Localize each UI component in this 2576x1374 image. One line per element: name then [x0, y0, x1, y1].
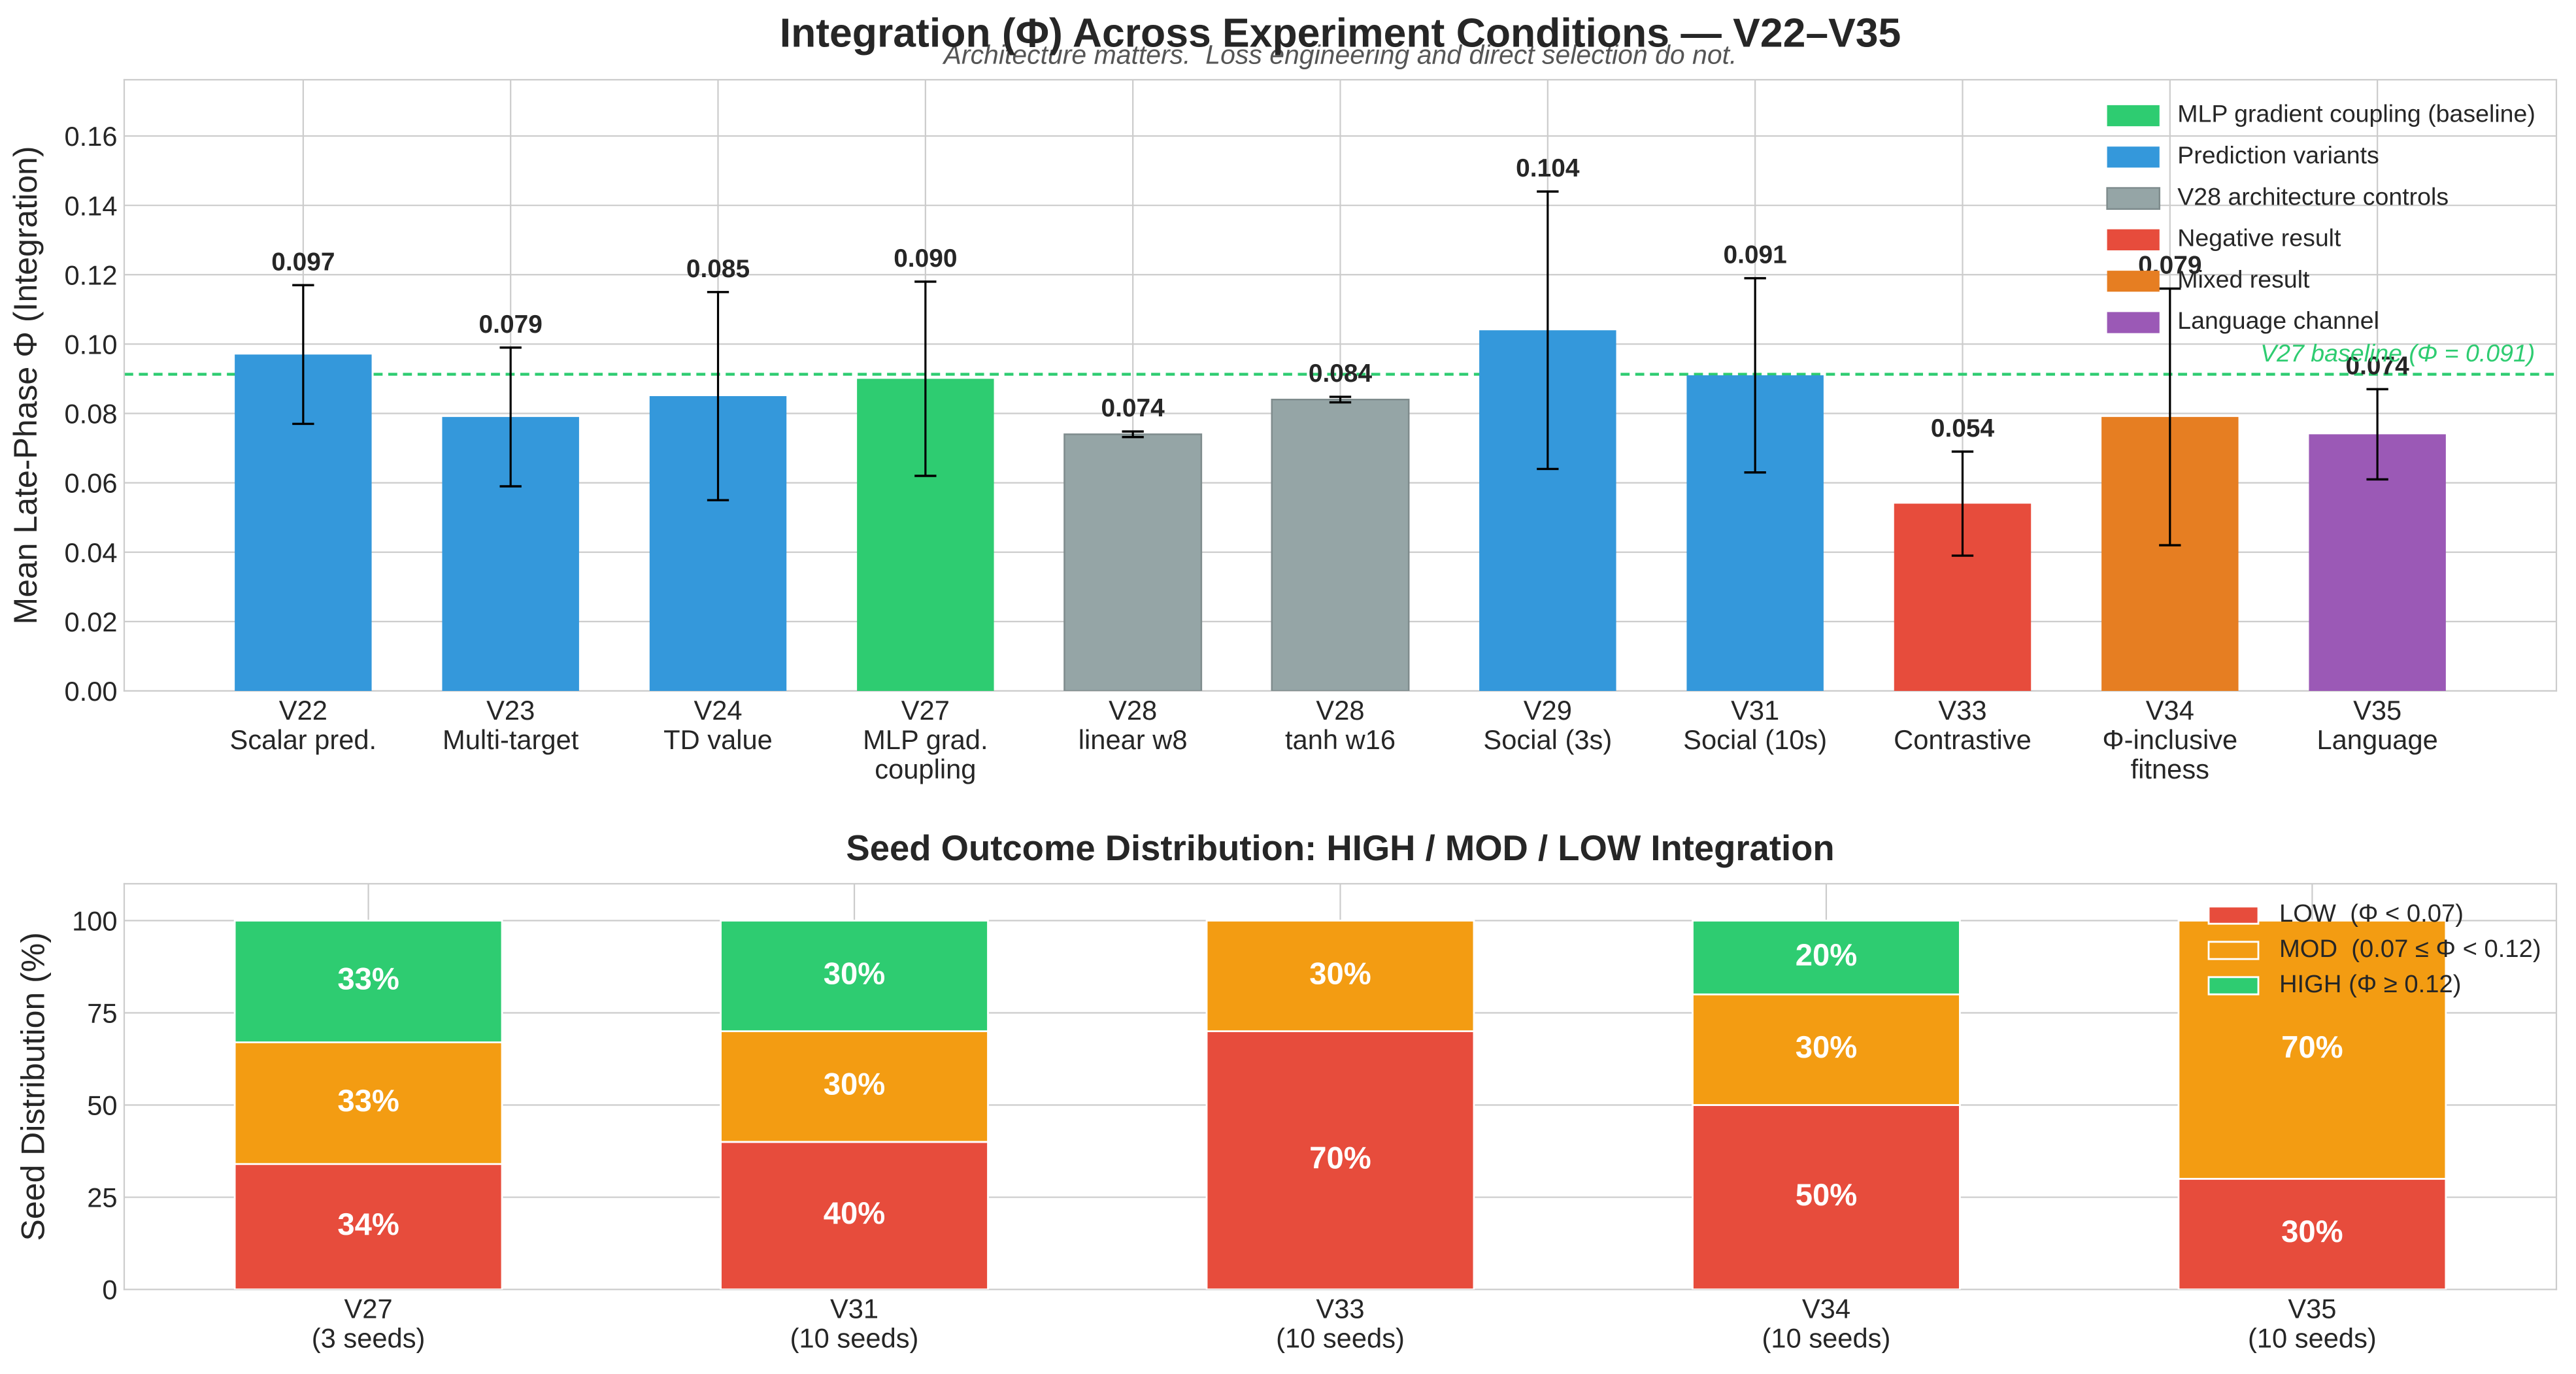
svg-text:Prediction variants: Prediction variants [2177, 141, 2379, 169]
svg-text:V28: V28 [1316, 695, 1364, 726]
svg-text:0.00: 0.00 [65, 676, 118, 707]
svg-text:Negative result: Negative result [2177, 224, 2341, 252]
svg-text:Multi-target: Multi-target [443, 724, 579, 755]
svg-text:0.079: 0.079 [479, 310, 543, 339]
svg-text:30%: 30% [1309, 956, 1371, 991]
svg-text:V28: V28 [1109, 695, 1157, 726]
svg-text:(10 seeds): (10 seeds) [1762, 1323, 1891, 1354]
svg-text:Integration (Φ) Across Experim: Integration (Φ) Across Experiment Condit… [780, 10, 1901, 56]
svg-text:Scalar pred.: Scalar pred. [230, 724, 377, 755]
svg-text:V23: V23 [486, 695, 535, 726]
svg-text:0.090: 0.090 [894, 244, 957, 273]
svg-text:fitness: fitness [2131, 754, 2209, 784]
svg-text:30%: 30% [824, 1067, 886, 1102]
svg-text:0.12: 0.12 [65, 260, 118, 290]
svg-text:0.091: 0.091 [1724, 241, 1787, 269]
svg-text:0.04: 0.04 [65, 537, 118, 568]
svg-text:0.06: 0.06 [65, 468, 118, 499]
svg-text:20%: 20% [1796, 938, 1858, 973]
svg-text:0.074: 0.074 [2345, 352, 2409, 380]
svg-text:Architecture matters. Loss en: Architecture matters. Loss engineering a… [942, 40, 1737, 70]
svg-text:0.08: 0.08 [65, 399, 118, 429]
svg-text:(10 seeds): (10 seeds) [1276, 1323, 1405, 1354]
svg-text:V34: V34 [1802, 1294, 1850, 1324]
svg-text:100: 100 [72, 906, 118, 937]
svg-text:V35: V35 [2288, 1294, 2336, 1324]
svg-text:Contrastive: Contrastive [1894, 724, 2032, 755]
svg-text:MLP grad.: MLP grad. [863, 724, 988, 755]
svg-text:0.16: 0.16 [65, 121, 118, 152]
svg-text:V27: V27 [344, 1294, 393, 1324]
svg-text:0.084: 0.084 [1309, 360, 1373, 388]
svg-text:Φ-inclusive: Φ-inclusive [2102, 724, 2237, 755]
svg-text:30%: 30% [2281, 1215, 2343, 1249]
svg-text:Seed Outcome Distribution: HIG: Seed Outcome Distribution: HIGH / MOD / … [846, 828, 1834, 868]
svg-text:(10 seeds): (10 seeds) [2248, 1323, 2377, 1354]
svg-text:33%: 33% [337, 962, 399, 997]
svg-text:25: 25 [87, 1182, 117, 1213]
svg-text:V29: V29 [1524, 695, 1572, 726]
svg-text:0.085: 0.085 [686, 255, 750, 283]
svg-text:0.097: 0.097 [271, 248, 335, 276]
svg-text:34%: 34% [337, 1207, 399, 1242]
svg-text:Mixed result: Mixed result [2177, 265, 2310, 293]
svg-text:V28 architecture controls: V28 architecture controls [2177, 182, 2449, 210]
svg-text:0.104: 0.104 [1516, 154, 1580, 182]
svg-text:V31: V31 [830, 1294, 878, 1324]
svg-text:70%: 70% [2281, 1030, 2343, 1065]
svg-text:0.10: 0.10 [65, 329, 118, 360]
svg-text:LOW (Φ < 0.07): LOW (Φ < 0.07) [2279, 899, 2464, 928]
svg-text:Seed Distribution (%): Seed Distribution (%) [15, 932, 52, 1241]
svg-text:V27: V27 [901, 695, 950, 726]
svg-text:Language channel: Language channel [2177, 307, 2379, 334]
svg-text:Language: Language [2317, 724, 2437, 755]
svg-text:Social (10s): Social (10s) [1683, 724, 1827, 755]
svg-text:V27 baseline (Φ = 0.091): V27 baseline (Φ = 0.091) [2260, 339, 2535, 367]
svg-text:coupling: coupling [875, 754, 976, 784]
svg-text:linear w8: linear w8 [1079, 724, 1188, 755]
svg-text:MOD (0.07 ≤ Φ < 0.12): MOD (0.07 ≤ Φ < 0.12) [2279, 935, 2541, 963]
svg-text:V22: V22 [279, 695, 327, 726]
svg-text:TD value: TD value [663, 724, 773, 755]
svg-text:50%: 50% [1796, 1178, 1858, 1213]
svg-text:0.14: 0.14 [65, 190, 118, 221]
svg-text:50: 50 [87, 1090, 117, 1121]
svg-text:Mean Late-Phase Φ (Integration: Mean Late-Phase Φ (Integration) [7, 146, 44, 625]
svg-text:V33: V33 [1316, 1294, 1364, 1324]
svg-text:tanh w16: tanh w16 [1285, 724, 1396, 755]
svg-text:75: 75 [87, 998, 117, 1029]
svg-text:V24: V24 [694, 695, 742, 726]
svg-text:MLP gradient coupling (baselin: MLP gradient coupling (baseline) [2177, 100, 2535, 127]
svg-text:V35: V35 [2353, 695, 2401, 726]
svg-text:V34: V34 [2146, 695, 2194, 726]
svg-text:(10 seeds): (10 seeds) [790, 1323, 919, 1354]
svg-text:0: 0 [102, 1275, 117, 1305]
svg-text:0.054: 0.054 [1931, 414, 1995, 443]
svg-text:(3 seeds): (3 seeds) [312, 1323, 426, 1354]
svg-text:V33: V33 [1938, 695, 1986, 726]
svg-text:30%: 30% [824, 956, 886, 991]
svg-text:0.074: 0.074 [1101, 394, 1165, 422]
svg-text:33%: 33% [337, 1084, 399, 1118]
svg-text:70%: 70% [1309, 1141, 1371, 1175]
svg-text:V31: V31 [1731, 695, 1779, 726]
svg-text:40%: 40% [824, 1196, 886, 1231]
svg-text:0.02: 0.02 [65, 607, 118, 637]
svg-text:Social (3s): Social (3s) [1483, 724, 1612, 755]
svg-text:30%: 30% [1796, 1030, 1858, 1065]
svg-text:HIGH (Φ ≥ 0.12): HIGH (Φ ≥ 0.12) [2279, 970, 2461, 998]
